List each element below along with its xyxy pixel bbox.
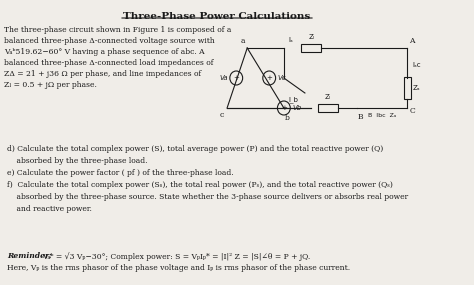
Text: ZΔ = 21 + j36 Ω per phase, and line impedances of: ZΔ = 21 + j36 Ω per phase, and line impe… (4, 70, 201, 78)
Text: Zₗ = 0.5 + jΩ per phase.: Zₗ = 0.5 + jΩ per phase. (4, 81, 97, 89)
Bar (404, 77, 411, 99)
Text: Vₐᵇ519.62−60° V having a phase sequence of abc. A: Vₐᵇ519.62−60° V having a phase sequence … (4, 48, 204, 56)
Text: Reminder:: Reminder: (7, 252, 55, 260)
Bar (301, 44, 321, 52)
Text: A: A (410, 37, 415, 45)
Text: Zₗ: Zₗ (325, 94, 331, 100)
Text: C: C (410, 107, 415, 115)
Text: a: a (241, 37, 246, 45)
Text: c: c (220, 111, 224, 119)
Text: Va: Va (219, 75, 228, 81)
Text: d) Calculate the total complex power (S), total average power (P) and the total : d) Calculate the total complex power (S)… (7, 145, 383, 153)
Text: absorbed by the three-phase source. State whether the 3-phase source delivers or: absorbed by the three-phase source. Stat… (7, 193, 409, 201)
Text: Three-Phase Power Calculations: Three-Phase Power Calculations (123, 12, 310, 21)
Text: +: + (281, 105, 287, 111)
Text: Iₐc: Iₐc (412, 62, 420, 68)
Text: +: + (266, 75, 272, 81)
Text: The three-phase circuit shown in Figure 1 is composed of a: The three-phase circuit shown in Figure … (4, 26, 231, 34)
Text: Vb: Vb (292, 105, 301, 111)
Text: I_b: I_b (288, 96, 298, 103)
Text: balanced three-phase Δ-connected voltage source with: balanced three-phase Δ-connected voltage… (4, 37, 214, 45)
Text: absorbed by the three-phase load.: absorbed by the three-phase load. (7, 157, 148, 165)
Text: and reactive power.: and reactive power. (7, 205, 92, 213)
Text: balanced three-phase Δ-connected load impedances of: balanced three-phase Δ-connected load im… (4, 59, 213, 67)
Bar (318, 104, 338, 112)
Text: B  Ibc  Zₐ: B Ibc Zₐ (368, 113, 396, 118)
Text: Vc: Vc (277, 75, 286, 81)
Text: B: B (358, 113, 364, 121)
Text: Zₗ: Zₗ (308, 34, 314, 40)
Text: Vₐᵇ = √3 Vₚ−30°; Complex power: S = VₚIₚ* = |I|² Z = |S|∠θ = P + jQ.: Vₐᵇ = √3 Vₚ−30°; Complex power: S = VₚIₚ… (42, 252, 310, 260)
Text: Iₐ: Iₐ (289, 37, 293, 43)
Text: e) Calculate the power factor ( pf ) of the three-phase load.: e) Calculate the power factor ( pf ) of … (7, 169, 234, 177)
Text: f)  Calculate the total complex power (Sₛ), the total real power (Pₛ), and the t: f) Calculate the total complex power (Sₛ… (7, 181, 393, 189)
Text: b: b (285, 114, 290, 122)
Text: Zₐ: Zₐ (413, 85, 420, 91)
Text: +: + (233, 75, 239, 81)
Text: Here, Vₚ is the rms phasor of the phase voltage and Iₚ is rms phasor of the phas: Here, Vₚ is the rms phasor of the phase … (7, 264, 350, 272)
